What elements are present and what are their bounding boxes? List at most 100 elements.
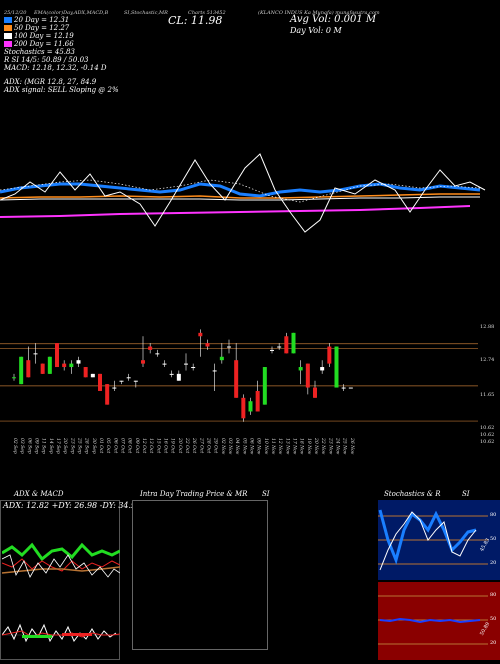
header-segment-indicators: EMA(color)Day,ADX,MACD,B [34,10,109,16]
legend-ema100: 100 Day = 12.19 [4,32,107,40]
date-tick-label: 06 Nov [249,438,255,455]
candle-body [219,356,224,361]
candle [184,353,188,371]
candle [305,363,310,395]
candle [191,363,196,371]
candle [219,343,224,364]
candle [33,343,38,364]
price-line [0,153,486,233]
price-label-4: 10.62 [480,425,495,431]
avg-volume: Avg Vol: 0.001 M [290,14,377,25]
date-tick-label: 23 Sep [69,437,75,454]
stochastics-lines [378,509,488,571]
adx-readout: ADX: (MGR 12.8, 27, 84.9 [4,78,97,86]
candle-body [212,370,217,372]
candle [76,356,81,368]
candle [212,363,217,391]
candle [12,373,16,381]
candle-body [155,353,160,355]
stoch-panel-title: Stochastics & R [384,490,441,498]
date-tick-label: 19 Nov [306,438,312,455]
stoch-tick-20: 20 [490,560,497,566]
candle [348,387,353,389]
candle-body [76,360,81,364]
candle-body [90,373,95,378]
candle [47,356,52,374]
date-tick-label: 20 Nov [313,437,319,455]
rsi-tick-50: 50 [490,616,497,622]
stoch-dotted-line [0,179,481,203]
candle [248,397,253,415]
legend-ema50-label: 50 Day = 12.27 [14,24,70,32]
legend-ema200-label: 200 Day = 11.66 [14,40,74,48]
candle-body [298,367,303,371]
candle [26,346,31,378]
candle-body [305,363,310,388]
candle [262,367,267,405]
candle-body [184,363,188,365]
candle-body [191,367,196,369]
legend-ema20: 20 Day = 12.31 [4,16,107,24]
date-tick-label: 06 Sep [26,438,32,454]
date-tick-label: 19 Oct [170,438,176,453]
candle-body [284,336,289,354]
candle-body [62,363,67,368]
intra-panel-title: Intra Day Trading Price & MR [140,490,248,498]
date-tick-label: 13 Oct [148,438,154,453]
candle-body [327,346,332,364]
date-tick-label: 05 Oct [105,438,111,453]
candle [90,373,95,378]
candle-body [33,353,38,355]
legend-ema100-label: 100 Day = 12.19 [14,32,74,40]
candle [162,360,167,368]
rsi-panel: 80 50 20 50.89 [378,582,500,660]
candle-body [105,384,110,405]
date-tick-label: 25 Sep [77,437,83,454]
ema-legend: 20 Day = 12.31 50 Day = 12.27 100 Day = … [4,16,107,72]
stoch-tick-50: 50 [490,536,497,542]
candle-body [47,356,52,374]
candle [255,380,260,412]
date-tick-label: 12 Nov [277,438,283,455]
ema-overlay-chart [0,153,486,233]
ema200-swatch [4,41,12,47]
date-tick-label: 16 Oct [163,438,169,453]
adx-panel-title: ADX & MACD [14,490,64,498]
candle [291,332,296,354]
rsi-lines [378,595,488,645]
day-volume: Day Vol: 0 M [290,26,342,35]
date-tick-label: 28 Oct [206,437,212,453]
candle [55,343,59,368]
date-tick-label: 22 Nov [320,437,326,455]
price-label-6: 10.62 [480,439,495,445]
date-tick-label: 14 Sep [48,438,54,454]
candle [270,346,274,354]
candle-body [55,343,59,368]
adx-white-line [2,554,120,578]
candle [169,370,174,378]
candle-body [241,397,246,419]
ema20-swatch [4,17,12,23]
date-tick-label: 23 Nov [327,437,333,455]
candle [277,343,282,350]
candle-body [270,349,274,351]
rsi-line [379,617,481,624]
macd-lines [2,623,120,643]
candle-body [69,363,74,368]
price-label-5: 10.62 [480,432,495,438]
date-tick-label: 29 Oct [213,437,219,453]
candle [176,370,181,381]
date-tick-label: 11 Nov [270,438,276,455]
candle [313,380,317,398]
candle-body [291,332,296,354]
candle-body [26,360,31,378]
date-tick-label: 26 Nov [349,437,355,455]
date-tick-label: 26 Oct [191,437,197,453]
date-tick-label: 22 Oct [184,437,190,453]
adx-values: ADX: 12.82 +DY: 26.98 -DY: 34.92 [3,501,142,510]
candle-body [12,377,16,379]
date-axis: 02 Sep 03 Sep 06 Sep 09 Sep 11 Sep 14 Sep 17 S… [12,437,355,455]
legend-ema20-label: 20 Day = 12.31 [14,16,70,24]
candle-body [341,387,346,389]
header-segment-charts: Charts 513452 [188,10,226,16]
